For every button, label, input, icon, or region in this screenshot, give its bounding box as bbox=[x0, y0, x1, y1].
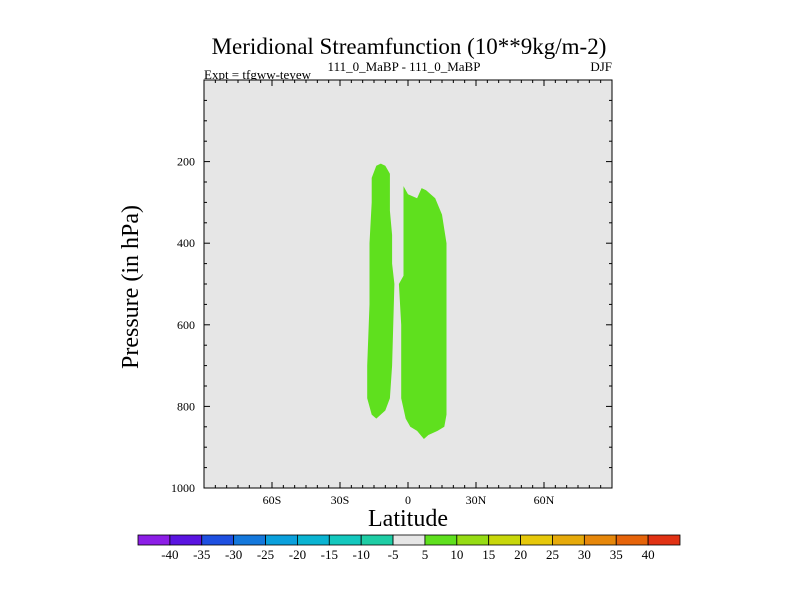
colorbar-label: -30 bbox=[225, 547, 242, 562]
colorbar-swatch bbox=[520, 534, 553, 546]
colorbar-swatch bbox=[456, 534, 490, 546]
y-tick-labels: 200 400 600 800 1000 bbox=[171, 155, 195, 495]
colorbar-swatch bbox=[488, 534, 521, 546]
colorbar-swatch bbox=[552, 534, 585, 546]
x-tick-label: 0 bbox=[405, 493, 411, 507]
subtitle-center: 111_0_MaBP - 111_0_MaBP bbox=[328, 59, 481, 74]
colorbar-swatch bbox=[201, 534, 235, 546]
subtitle-right: DJF bbox=[590, 59, 612, 74]
x-tick-label: 60N bbox=[534, 493, 555, 507]
y-tick-label: 1000 bbox=[171, 481, 195, 495]
y-tick-label: 600 bbox=[177, 318, 195, 332]
colorbar-label: -15 bbox=[321, 547, 338, 562]
colorbar-swatch bbox=[583, 534, 617, 546]
colorbar-label: -25 bbox=[257, 547, 274, 562]
colorbar-labels: -40 -35 -30 -25 -20 -15 -10 -5 5 10 15 20 25 30 35 40 bbox=[161, 547, 654, 562]
colorbar-label: -5 bbox=[388, 547, 399, 562]
chart-title: Meridional Streamfunction (10**9kg/m-2) bbox=[212, 34, 607, 59]
contour-regions bbox=[367, 163, 447, 439]
colorbar-swatch bbox=[360, 534, 394, 546]
colorbar-label: 10 bbox=[450, 547, 463, 562]
colorbar-swatch bbox=[424, 534, 458, 546]
colorbar-label: 5 bbox=[422, 547, 429, 562]
colorbar-swatch bbox=[647, 534, 681, 546]
colorbar-label: 25 bbox=[546, 547, 559, 562]
colorbar-label: -10 bbox=[353, 547, 370, 562]
axis-ticks bbox=[204, 80, 612, 488]
colorbar-label: 30 bbox=[578, 547, 591, 562]
colorbar-label: 15 bbox=[482, 547, 495, 562]
colorbar-swatch bbox=[392, 534, 426, 546]
colorbar-label: 40 bbox=[642, 547, 655, 562]
x-tick-label: 60S bbox=[263, 493, 282, 507]
colorbar-label: 35 bbox=[610, 547, 623, 562]
x-tick-labels: 60S 30S 0 30N 60N bbox=[263, 493, 555, 507]
colorbar-swatch bbox=[297, 534, 330, 546]
colorbar-swatch bbox=[137, 534, 171, 546]
y-tick-label: 800 bbox=[177, 399, 195, 413]
y-tick-label: 400 bbox=[177, 236, 195, 250]
colorbar bbox=[137, 534, 681, 546]
colorbar-label: -35 bbox=[193, 547, 210, 562]
colorbar-swatch bbox=[615, 534, 649, 546]
y-axis-label: Pressure (in hPa) bbox=[118, 205, 144, 369]
colorbar-swatch bbox=[265, 534, 298, 546]
y-tick-label: 200 bbox=[177, 155, 195, 169]
subtitle-left: Expt = tfgww-teyew bbox=[204, 67, 312, 82]
contour-region-2 bbox=[398, 186, 447, 439]
colorbar-swatch bbox=[169, 534, 203, 546]
x-tick-label: 30S bbox=[331, 493, 350, 507]
colorbar-swatch bbox=[328, 534, 362, 546]
x-axis-label: Latitude bbox=[368, 506, 448, 532]
colorbar-swatch bbox=[233, 534, 266, 546]
colorbar-label: -20 bbox=[289, 547, 306, 562]
colorbar-label: 20 bbox=[514, 547, 527, 562]
x-tick-label: 30N bbox=[466, 493, 487, 507]
contour-region-1 bbox=[367, 163, 395, 419]
colorbar-label: -40 bbox=[161, 547, 178, 562]
